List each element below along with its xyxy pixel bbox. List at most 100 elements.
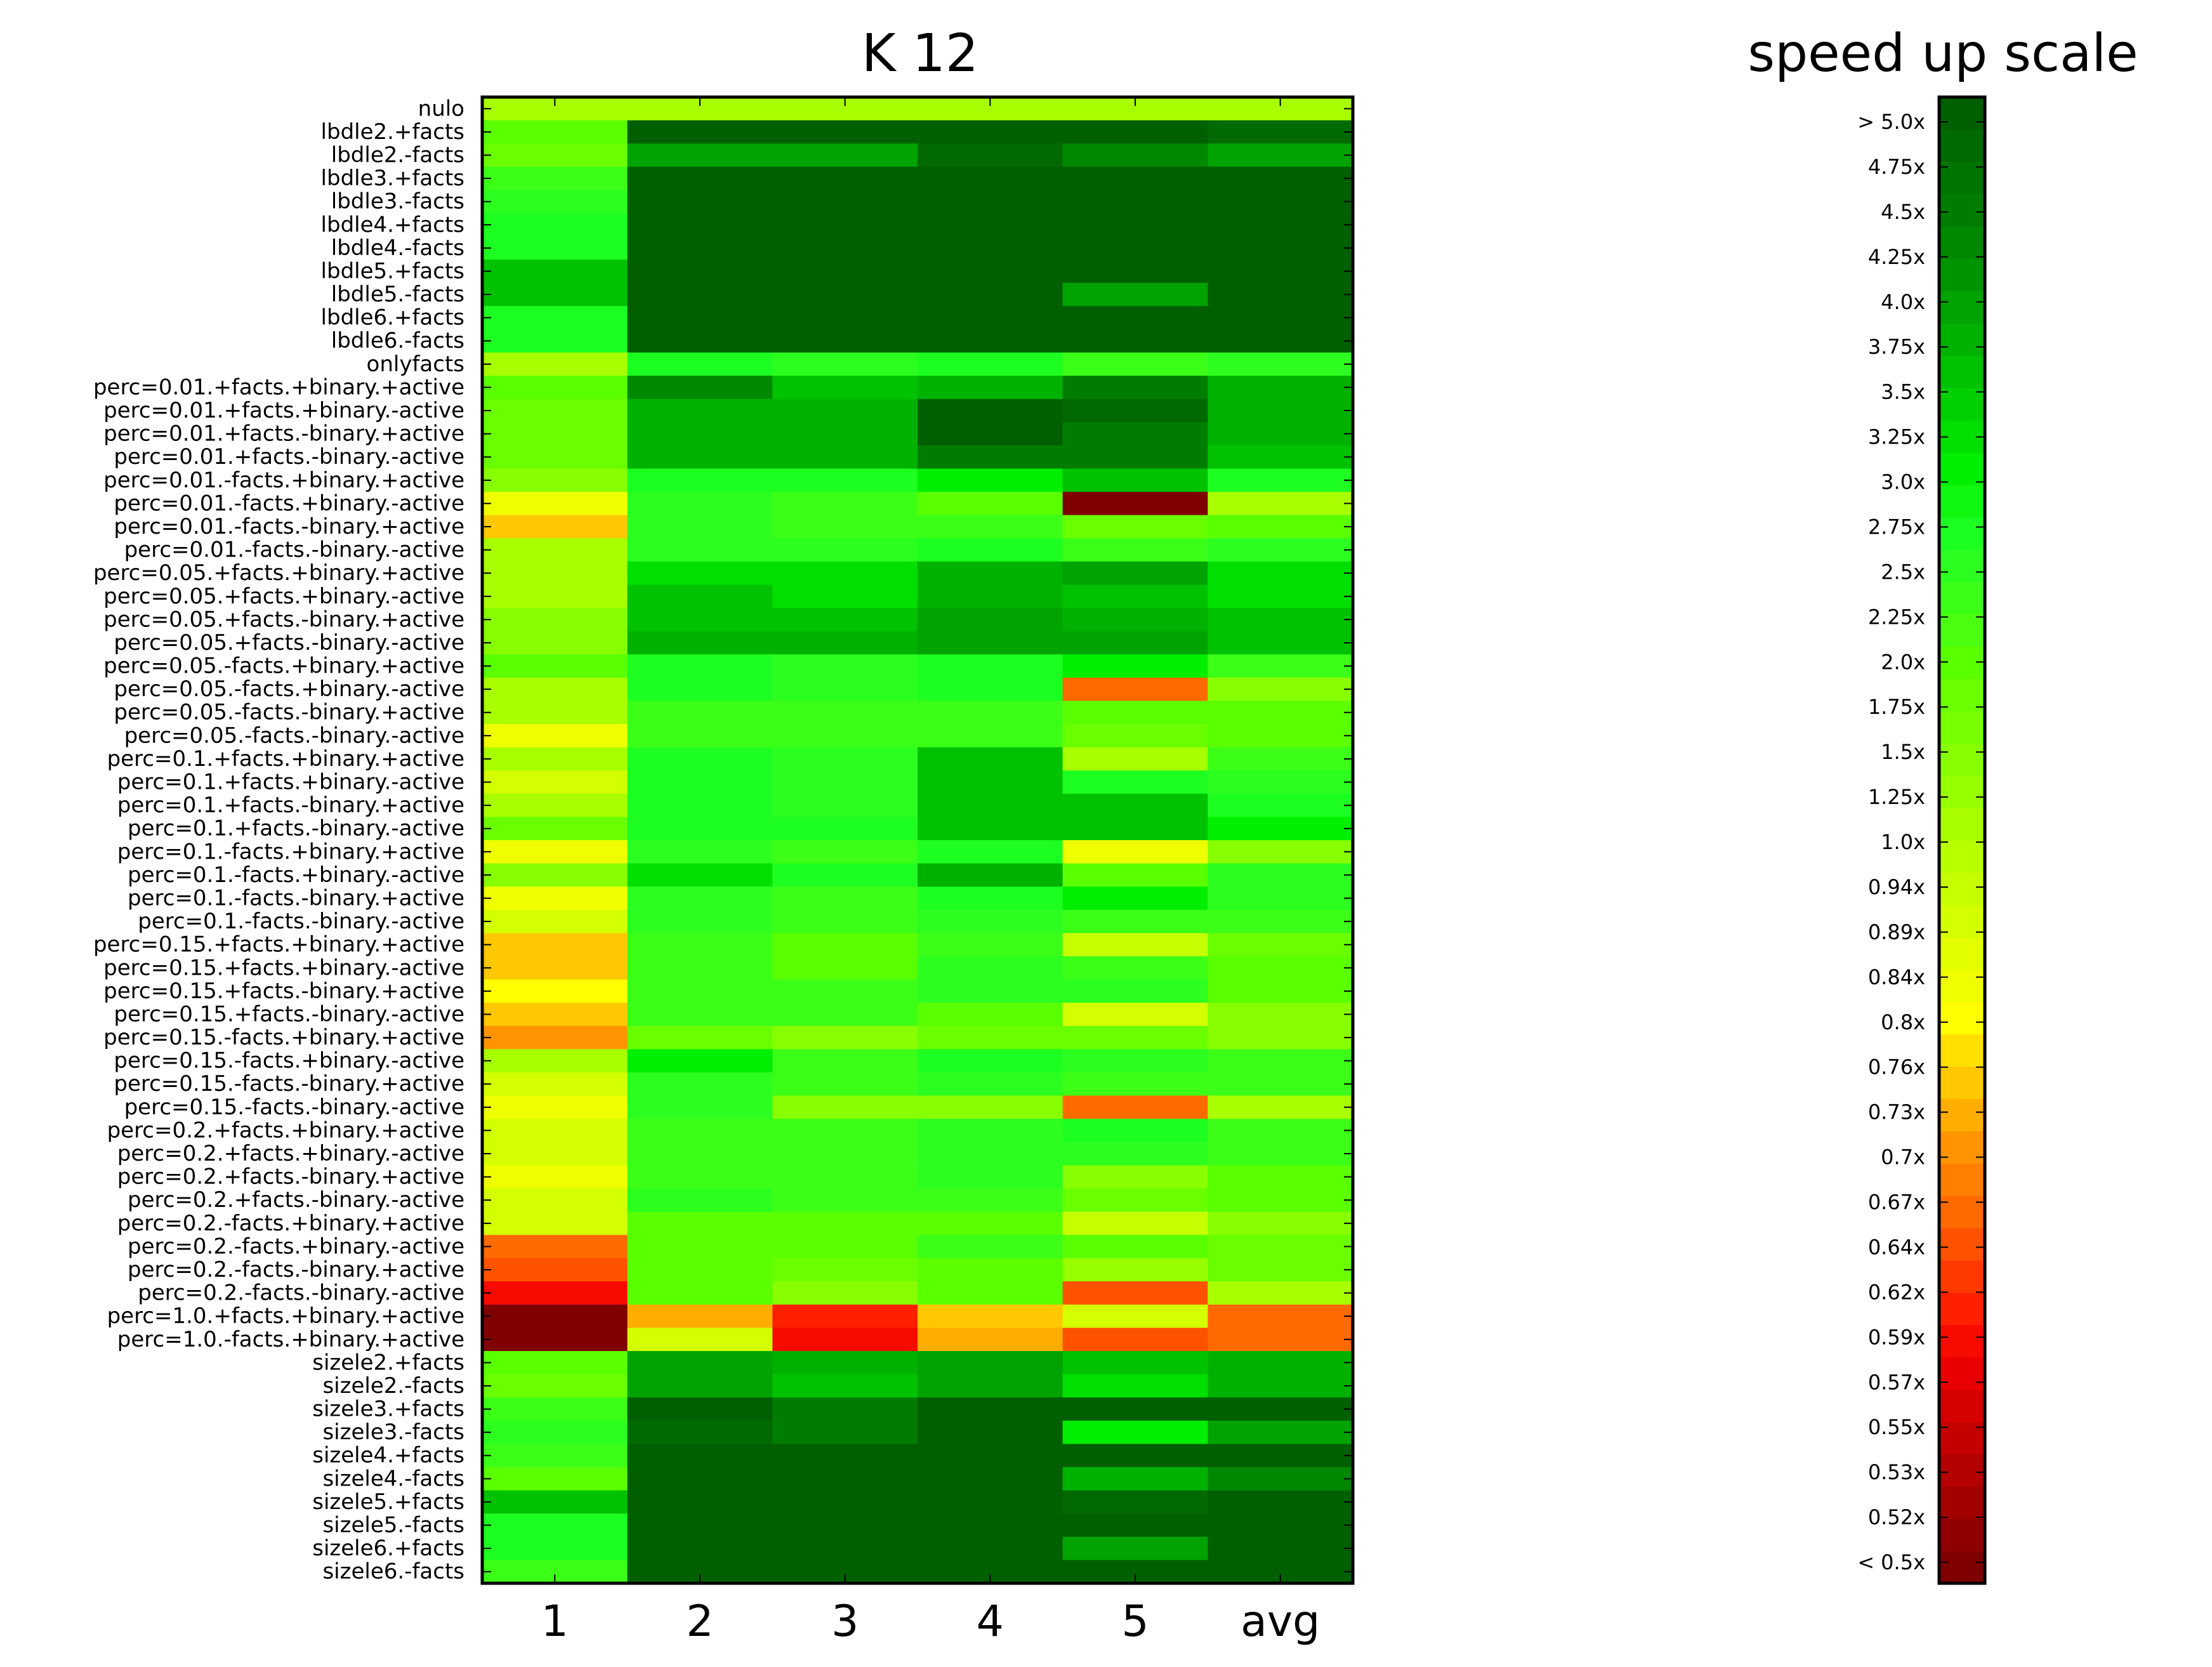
heatmap-cell — [918, 399, 1063, 423]
heatmap-cell — [627, 1397, 773, 1421]
heatmap-cell — [772, 445, 918, 470]
heatmap-cell — [1062, 1258, 1208, 1282]
heatmap-cell — [918, 1235, 1063, 1259]
colorbar-swatch — [1939, 97, 1985, 130]
row-label: sizele6.-facts — [322, 1559, 464, 1585]
heatmap-cell — [772, 561, 918, 586]
heatmap-cell — [1208, 631, 1353, 655]
colorbar-tick-label: 2.75x — [1868, 515, 1925, 539]
heatmap-cell — [482, 445, 628, 470]
heatmap-cell — [482, 1142, 628, 1166]
colorbar-tick-label: 0.94x — [1868, 875, 1925, 899]
heatmap-cell — [482, 213, 628, 237]
heatmap-cell — [627, 120, 773, 144]
heatmap-cell — [1208, 933, 1353, 957]
heatmap-cell — [1062, 1188, 1208, 1213]
heatmap-cell — [482, 840, 628, 864]
heatmap-cell — [772, 1049, 918, 1073]
row-label: lbdle5.-facts — [331, 282, 464, 307]
row-label: sizele4.+facts — [312, 1443, 464, 1468]
heatmap-cell — [1208, 422, 1353, 446]
heatmap-cell — [627, 886, 773, 911]
colorbar-tick-label: 1.0x — [1881, 830, 1925, 854]
colorbar-swatch — [1939, 549, 1985, 583]
heatmap-cell — [1208, 1351, 1353, 1375]
heatmap-cell — [1062, 213, 1208, 237]
heatmap-cell — [482, 1072, 628, 1097]
heatmap-cell — [1062, 1328, 1208, 1352]
heatmap-cell — [1208, 724, 1353, 748]
heatmap-cell — [482, 956, 628, 980]
heatmap-cell — [627, 1374, 773, 1398]
colorbar-swatch — [1939, 614, 1985, 647]
heatmap-cell — [918, 445, 1063, 470]
heatmap-cell — [1062, 515, 1208, 539]
heatmap-cell — [1062, 422, 1208, 446]
heatmap-cell — [1062, 260, 1208, 284]
heatmap-cell — [772, 352, 918, 376]
heatmap-cell — [482, 1003, 628, 1027]
heatmap-cell — [918, 120, 1063, 144]
colorbar-tick-label: < 0.5x — [1857, 1550, 1925, 1574]
row-label: sizele2.-facts — [322, 1373, 464, 1399]
heatmap-cell — [772, 956, 918, 980]
row-label: perc=0.2.+facts.+binary.+active — [107, 1117, 464, 1143]
heatmap-cell — [918, 236, 1063, 260]
heatmap-cell — [1208, 468, 1353, 492]
colorbar-swatch — [1939, 1389, 1985, 1423]
row-label: perc=0.15.+facts.-binary.-active — [114, 1002, 464, 1027]
heatmap-cell — [482, 1211, 628, 1235]
heatmap-cell — [482, 1351, 628, 1375]
colorbar-tick-label: 0.57x — [1868, 1370, 1925, 1394]
colorbar-swatch — [1939, 1260, 1985, 1293]
heatmap-cell — [772, 886, 918, 911]
heatmap-cell — [1062, 1003, 1208, 1027]
heatmap-cell — [627, 1258, 773, 1282]
colorbar-tick-label: 2.25x — [1868, 605, 1925, 629]
heatmap-cell — [1062, 282, 1208, 306]
heatmap-cell — [772, 422, 918, 446]
colorbar-tick-label: 0.52x — [1868, 1505, 1925, 1529]
heatmap-cell — [1208, 1188, 1353, 1213]
heatmap-cell — [772, 1467, 918, 1491]
row-label: sizele5.+facts — [312, 1489, 464, 1515]
colorbar-swatch — [1939, 1131, 1985, 1164]
heatmap-cell — [1208, 166, 1353, 190]
heatmap-cell — [772, 608, 918, 632]
colorbar-swatch — [1939, 291, 1985, 324]
colorbar-swatch — [1939, 226, 1985, 260]
heatmap-cell — [1208, 1490, 1353, 1514]
heatmap-cell — [482, 654, 628, 678]
heatmap-cell — [772, 515, 918, 539]
row-label: perc=0.1.-facts.-binary.-active — [138, 909, 464, 934]
heatmap-cell — [918, 979, 1063, 1003]
heatmap-cell — [772, 793, 918, 817]
heatmap-cell — [1062, 793, 1208, 817]
column-label: 2 — [686, 1597, 713, 1647]
colorbar-title: speed up scale — [1748, 23, 2138, 84]
colorbar-tick-label: 3.25x — [1868, 425, 1925, 449]
colorbar-swatch — [1939, 1001, 1985, 1035]
heatmap-cell — [482, 1025, 628, 1050]
heatmap-cell — [918, 329, 1063, 353]
heatmap-cell — [627, 1119, 773, 1143]
row-label: lbdle3.+facts — [321, 166, 464, 191]
heatmap-cell — [482, 306, 628, 330]
heatmap-cell — [1062, 143, 1208, 168]
heatmap-cell — [1062, 492, 1208, 516]
heatmap-cell — [482, 1328, 628, 1352]
heatmap-cell — [1062, 608, 1208, 632]
heatmap-cell — [1208, 1119, 1353, 1143]
heatmap-cell — [772, 1211, 918, 1235]
colorbar-swatch — [1939, 1551, 1985, 1584]
heatmap-cell — [1062, 306, 1208, 330]
heatmap-cell — [918, 538, 1063, 562]
heatmap-cell — [627, 584, 773, 609]
heatmap-cell — [918, 1211, 1063, 1235]
row-label: perc=0.05.+facts.-binary.-active — [114, 630, 464, 656]
heatmap-cell — [772, 1420, 918, 1445]
heatmap-cell — [918, 1072, 1063, 1097]
heatmap-cell — [627, 1513, 773, 1538]
heatmap-cell — [627, 979, 773, 1003]
heatmap-cell — [918, 1119, 1063, 1143]
